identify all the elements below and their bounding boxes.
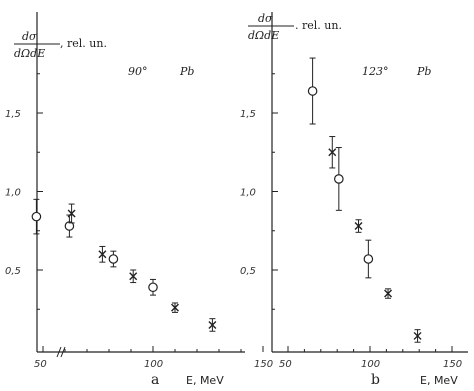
- data-point-cross-a: [67, 209, 76, 218]
- data-point-circle-a: [31, 211, 42, 222]
- data-point-cross-a: [129, 272, 138, 281]
- data-point-cross-b: [413, 331, 422, 340]
- ylabel-b-unit: . rel. un.: [295, 19, 342, 32]
- ylabel-b-denominator: dΩdE: [248, 29, 279, 42]
- axis-break-a: [56, 346, 62, 358]
- ylabel-a-unit: , rel. un.: [60, 37, 107, 50]
- xlabel-b: E, MeV: [420, 374, 458, 387]
- data-point-circle-b: [334, 174, 344, 184]
- ylabel-a-denominator: dΩdE: [14, 47, 45, 60]
- data-point-cross-b: [328, 148, 337, 157]
- data-point-circle-b: [307, 86, 318, 96]
- panel-label-b: b: [371, 372, 380, 388]
- panel-label-a: a: [151, 372, 159, 388]
- y-tick-label-b: 1,0: [240, 188, 256, 199]
- y-tick-label-a: 1,5: [5, 109, 21, 120]
- y-tick-label-a: 0,5: [5, 266, 21, 277]
- x-tick-label-b: 150: [443, 359, 462, 370]
- ylabel-b-numerator: dσ: [258, 12, 273, 25]
- annotation-a-angle: 90°: [128, 65, 148, 78]
- x-tick-label-a: 100: [144, 359, 163, 370]
- x-tick-label-b: 50: [279, 359, 292, 370]
- data-point-cross-a: [171, 303, 179, 312]
- ylabel-a-numerator: dσ: [22, 30, 37, 43]
- data-point-circle-b: [363, 254, 374, 264]
- y-tick-label-b: 1,5: [240, 109, 256, 120]
- data-point-circle-a: [148, 282, 158, 293]
- data-point-circle-a: [64, 221, 75, 231]
- x-tick-label-a: 150: [254, 359, 273, 370]
- x-tick-label-b: 100: [361, 359, 380, 370]
- y-tick-label-a: 1,0: [5, 188, 21, 199]
- data-point-circle-a: [108, 254, 119, 264]
- data-point-cross-a: [208, 320, 217, 329]
- chart-marks: 0,5 1,0 1,5 50 100 150 0,5 1,0 1,5 50 100 150: [5, 12, 468, 370]
- axis-break-a: [60, 346, 66, 358]
- x-tick-label-a: 50: [34, 359, 47, 370]
- annotation-a-element: Pb: [179, 65, 194, 78]
- data-point-cross-b: [384, 289, 393, 298]
- panel-a: dσ dΩdE , rel. un. 90° Pb E, MeV a: [14, 30, 224, 388]
- data-point-cross-a: [98, 250, 107, 259]
- panel-b: dσ dΩdE . rel. un. 123° Pb E, MeV b: [248, 12, 458, 388]
- y-tick-label-b: 0,5: [240, 266, 256, 277]
- annotation-b-angle: 123°: [362, 65, 389, 78]
- annotation-b-element: Pb: [416, 65, 431, 78]
- data-point-cross-b: [354, 222, 363, 231]
- xlabel-a: E, MeV: [186, 374, 224, 387]
